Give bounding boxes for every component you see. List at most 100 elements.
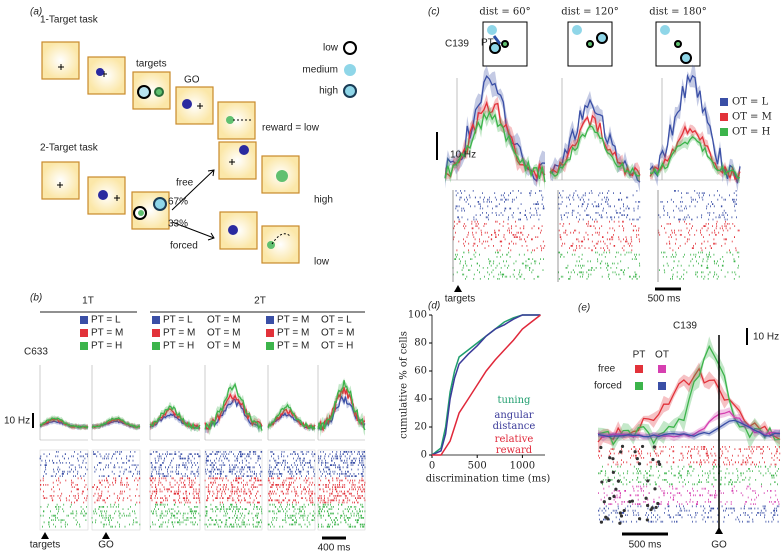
target [137, 85, 151, 99]
y-tick-label: 60 [414, 366, 427, 377]
panel-label: (b) [30, 293, 42, 304]
y-tick-label: 0 [421, 450, 427, 461]
legend-label: PT = H [163, 341, 194, 352]
target [635, 457, 639, 461]
target [343, 84, 357, 98]
trace [649, 125, 741, 181]
target [599, 445, 603, 450]
legend-label: OT = L [732, 97, 769, 108]
raster [149, 477, 201, 504]
target [239, 145, 249, 155]
event-marker [41, 532, 110, 539]
target [572, 25, 582, 35]
raster [452, 251, 544, 280]
label: 500 ms [648, 294, 681, 305]
label: 1T [82, 296, 94, 307]
raster [268, 451, 316, 477]
raster [204, 503, 263, 528]
legend-swatch [152, 316, 160, 324]
target [267, 241, 275, 249]
target [656, 501, 660, 506]
event-marker [715, 527, 723, 534]
series-line [432, 314, 541, 456]
trace-band [318, 378, 365, 437]
target [650, 506, 654, 510]
trace [149, 405, 201, 430]
legend-label: OT = H [732, 127, 771, 138]
raster [598, 465, 779, 486]
task-frame [41, 161, 80, 200]
task-frame [219, 211, 258, 250]
legend-swatch [635, 365, 643, 373]
target [344, 64, 356, 76]
raster-frame [317, 449, 366, 531]
trace [267, 408, 316, 430]
legend-label: low [323, 43, 339, 54]
panel-label: (d) [428, 301, 440, 312]
legend-label: PT = L [91, 315, 121, 326]
target [226, 116, 234, 124]
label: targets [136, 59, 167, 70]
raster [267, 503, 316, 528]
y-tick-label: 40 [414, 394, 427, 405]
target [653, 487, 657, 491]
label: 2-Target task [40, 143, 99, 154]
target [630, 499, 634, 503]
legend-label: OT = L [321, 315, 352, 326]
target [651, 457, 655, 462]
x-tick-label: 500 [468, 461, 487, 472]
raster-frame [204, 449, 263, 531]
raster-frame [149, 449, 201, 531]
label: 10 Hz [4, 416, 30, 427]
legend-label: PT = L [163, 315, 193, 326]
raster [318, 451, 366, 477]
legend-swatch [720, 113, 728, 121]
legend-swatch [152, 342, 160, 350]
trace-band [445, 65, 545, 189]
target [637, 517, 642, 521]
y-axis-label: cumulative % of cells [399, 331, 410, 439]
target [680, 52, 692, 64]
target [622, 508, 626, 513]
legend-label: OT = M [207, 341, 240, 352]
legend-label: OT = M [732, 112, 772, 123]
trace-band [598, 407, 780, 442]
series-line [431, 314, 541, 456]
trace [597, 419, 781, 438]
raster [598, 446, 781, 466]
legend-label: PT = M [277, 341, 309, 352]
legend-label: medium [302, 65, 338, 76]
label: targets [30, 540, 61, 551]
raster [39, 451, 88, 477]
legend-swatch [720, 128, 728, 136]
label: C139 [445, 39, 469, 50]
raster [598, 505, 780, 523]
legend-label: relative reward [494, 434, 534, 456]
target [154, 87, 164, 97]
legend-swatch [266, 342, 274, 350]
legend-label: OT = M [207, 328, 240, 339]
trace [444, 100, 546, 180]
target [276, 170, 288, 182]
raster [149, 451, 201, 477]
target [618, 521, 622, 525]
target [628, 500, 632, 504]
raster [657, 220, 740, 252]
target [608, 496, 612, 501]
legend-label: PT = M [163, 328, 195, 339]
raster [91, 503, 141, 528]
raster [204, 477, 263, 504]
raster-frame [91, 449, 141, 531]
raster [317, 503, 366, 528]
label: reward = low [262, 123, 320, 134]
target [607, 478, 611, 483]
target [96, 68, 104, 76]
task-frame [218, 141, 257, 180]
trace-band [92, 418, 140, 430]
trace-band [205, 381, 262, 436]
target [98, 190, 108, 200]
target [633, 450, 637, 454]
y-tick-label: 100 [408, 310, 427, 321]
target [646, 503, 650, 508]
trace [444, 110, 546, 183]
